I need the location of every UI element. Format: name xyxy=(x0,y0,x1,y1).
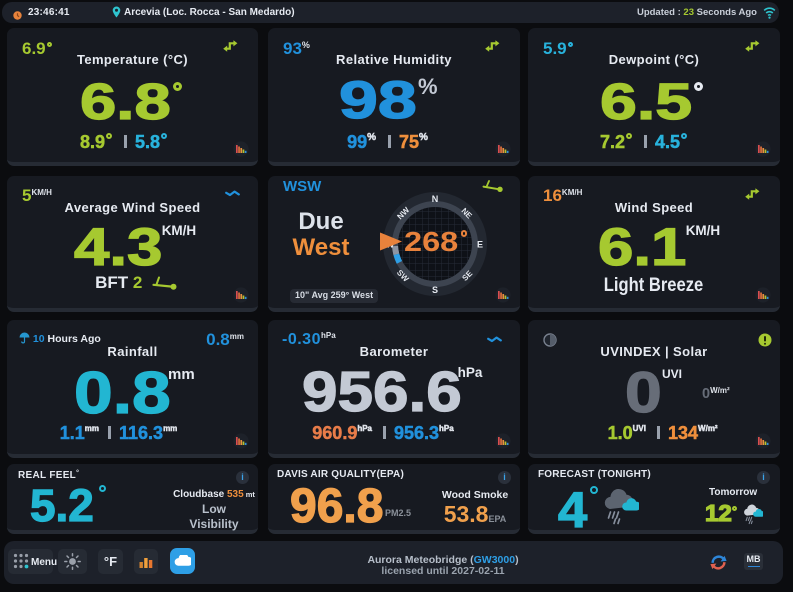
svg-text:N: N xyxy=(432,194,439,204)
svg-text:E: E xyxy=(477,240,483,250)
svg-text:S: S xyxy=(432,285,438,295)
